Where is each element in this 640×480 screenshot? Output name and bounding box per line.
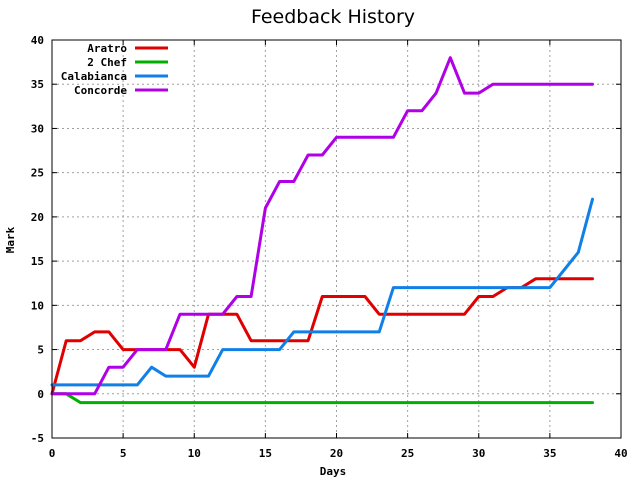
chart-title: Feedback History bbox=[251, 6, 415, 28]
y-tick-label: 15 bbox=[31, 255, 44, 268]
y-tick-label: 35 bbox=[31, 78, 44, 91]
series-lines bbox=[50, 56, 594, 405]
legend-label-2-chef: 2 Chef bbox=[87, 56, 127, 69]
legend-label-aratro: Aratro bbox=[87, 42, 127, 55]
y-tick-label: 5 bbox=[37, 344, 44, 357]
y-tick-label: 0 bbox=[37, 388, 44, 401]
x-tick-label: 40 bbox=[614, 447, 627, 460]
axis-ticks: 0 5 10 15 20 25 30 35 40 -5 0 5 10 15 20 25 30 35 40 bbox=[31, 34, 628, 460]
y-axis-label: Mark bbox=[4, 226, 17, 253]
x-tick-label: 30 bbox=[472, 447, 485, 460]
legend-label-concorde: Concorde bbox=[74, 84, 127, 97]
y-tick-label: 25 bbox=[31, 167, 44, 180]
x-axis-label: Days bbox=[320, 465, 347, 478]
series-line-2-chef bbox=[50, 392, 594, 405]
y-tick-label: -5 bbox=[31, 432, 44, 445]
x-tick-label: 0 bbox=[49, 447, 56, 460]
legend-label-calabianca: Calabianca bbox=[61, 70, 127, 83]
y-tick-label: 10 bbox=[31, 299, 44, 312]
series-line-aratro bbox=[50, 277, 594, 396]
y-tick-label: 20 bbox=[31, 211, 44, 224]
grid bbox=[52, 40, 621, 438]
x-tick-label: 5 bbox=[120, 447, 127, 460]
x-tick-label: 35 bbox=[543, 447, 556, 460]
series-line-calabianca bbox=[50, 197, 594, 387]
plot-frame bbox=[51, 39, 622, 439]
series-line-concorde bbox=[50, 56, 594, 396]
y-tick-label: 30 bbox=[31, 122, 44, 135]
x-tick-label: 15 bbox=[259, 447, 272, 460]
x-tick-label: 10 bbox=[188, 447, 201, 460]
x-tick-label: 25 bbox=[401, 447, 414, 460]
y-tick-label: 40 bbox=[31, 34, 44, 47]
x-tick-label: 20 bbox=[330, 447, 343, 460]
